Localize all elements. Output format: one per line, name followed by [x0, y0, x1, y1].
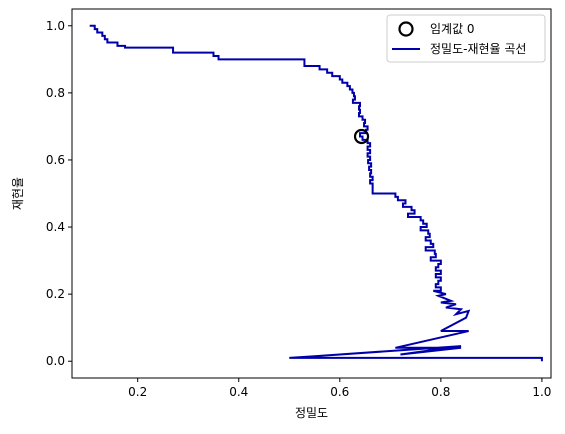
legend-label-curve: 정밀도-재현율 곡선	[430, 42, 526, 56]
y-tick-label: 0.0	[46, 354, 65, 368]
y-tick-label: 0.4	[46, 220, 65, 234]
x-tick-label: 0.2	[128, 385, 147, 399]
x-tick-label: 1.0	[532, 385, 551, 399]
y-tick-label: 1.0	[46, 19, 65, 33]
x-tick-label: 0.4	[229, 385, 248, 399]
plot-layer	[89, 24, 543, 362]
plot-frame	[71, 8, 552, 379]
legend-box	[386, 14, 546, 63]
y-tick-label: 0.8	[46, 86, 65, 100]
axes-layer: 0.2 0.4 0.6 0.8 1.0 0.0 0.2 0.4 0.6 0.8 1.0 정밀도 재현율	[11, 8, 552, 420]
x-tick-label: 0.8	[431, 385, 450, 399]
x-tick-label: 0.6	[330, 385, 349, 399]
series-line-pr-curve	[89, 24, 543, 362]
legend: 임계값 0 정밀도-재현율 곡선	[386, 14, 546, 63]
y-tick-label: 0.2	[46, 287, 65, 301]
threshold-zero-marker	[353, 128, 370, 145]
y-tick-label: 0.6	[46, 153, 65, 167]
legend-label-threshold: 임계값 0	[430, 22, 475, 36]
y-axis-label: 재현율	[11, 177, 25, 210]
legend-marker-threshold	[398, 21, 414, 37]
x-axis-label: 정밀도	[295, 406, 328, 420]
